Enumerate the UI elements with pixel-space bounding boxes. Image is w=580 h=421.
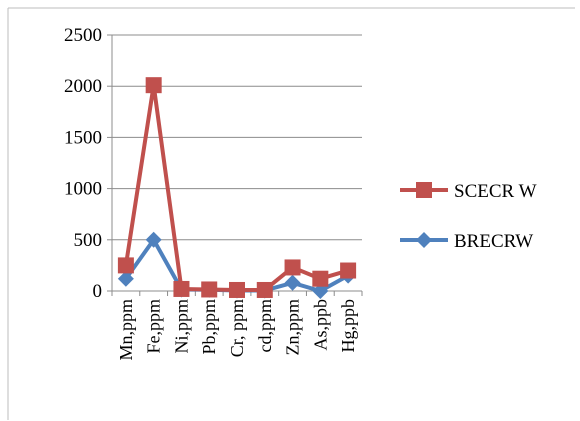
legend-label: SCECR W (454, 181, 537, 202)
legend-swatch-marker (416, 182, 432, 198)
y-tick-label: 1500 (64, 127, 102, 148)
legend-label: BRECRW (454, 231, 533, 252)
data-point-marker (284, 274, 301, 291)
y-tick-label: 1000 (64, 179, 102, 200)
data-point-marker (201, 281, 218, 298)
x-category-label: Zn,ppm (283, 299, 303, 356)
legend-swatch-marker (416, 232, 432, 248)
gridlines (112, 34, 362, 241)
x-category-label: Ni,ppm (171, 299, 191, 354)
y-tick-label: 0 (93, 281, 103, 302)
series-line (123, 83, 349, 292)
data-point-marker (145, 231, 162, 248)
series-1 (117, 77, 357, 298)
y-axis-tick-labels: 0 500 1000 1500 2000 2500 (64, 25, 102, 302)
legend: SCECR W BRECRW (400, 181, 537, 252)
x-axis-category-labels: Mn,ppm Fe,ppm Ni,ppm Pb,ppm Cr, ppm cd,ppm Zn,… (116, 299, 358, 361)
x-category-label: Hg,ppb (338, 299, 358, 353)
legend-item-1: SCECR W (400, 181, 537, 202)
y-tick-label: 500 (74, 230, 103, 251)
data-point-marker (173, 280, 190, 297)
data-point-marker (340, 262, 357, 279)
x-category-label: Pb,ppm (199, 299, 219, 355)
y-tick-label: 2500 (64, 25, 102, 46)
data-point-marker (284, 259, 301, 276)
axes (107, 34, 363, 296)
data-point-marker (229, 281, 245, 298)
series-lines (117, 77, 357, 299)
x-category-label: Fe,ppm (144, 299, 164, 354)
legend-item-2: BRECRW (400, 231, 533, 252)
x-category-label: cd,ppm (255, 299, 275, 353)
data-point-marker (117, 270, 134, 287)
x-category-label: As,ppb (310, 299, 330, 351)
x-category-label: Cr, ppm (227, 299, 247, 357)
x-category-label: Mn,ppm (116, 299, 136, 361)
data-point-marker (256, 281, 273, 298)
data-point-marker (312, 270, 329, 287)
data-point-marker (117, 257, 134, 274)
y-tick-label: 2000 (64, 76, 102, 97)
data-point-marker (312, 283, 329, 299)
data-point-marker (145, 77, 162, 94)
